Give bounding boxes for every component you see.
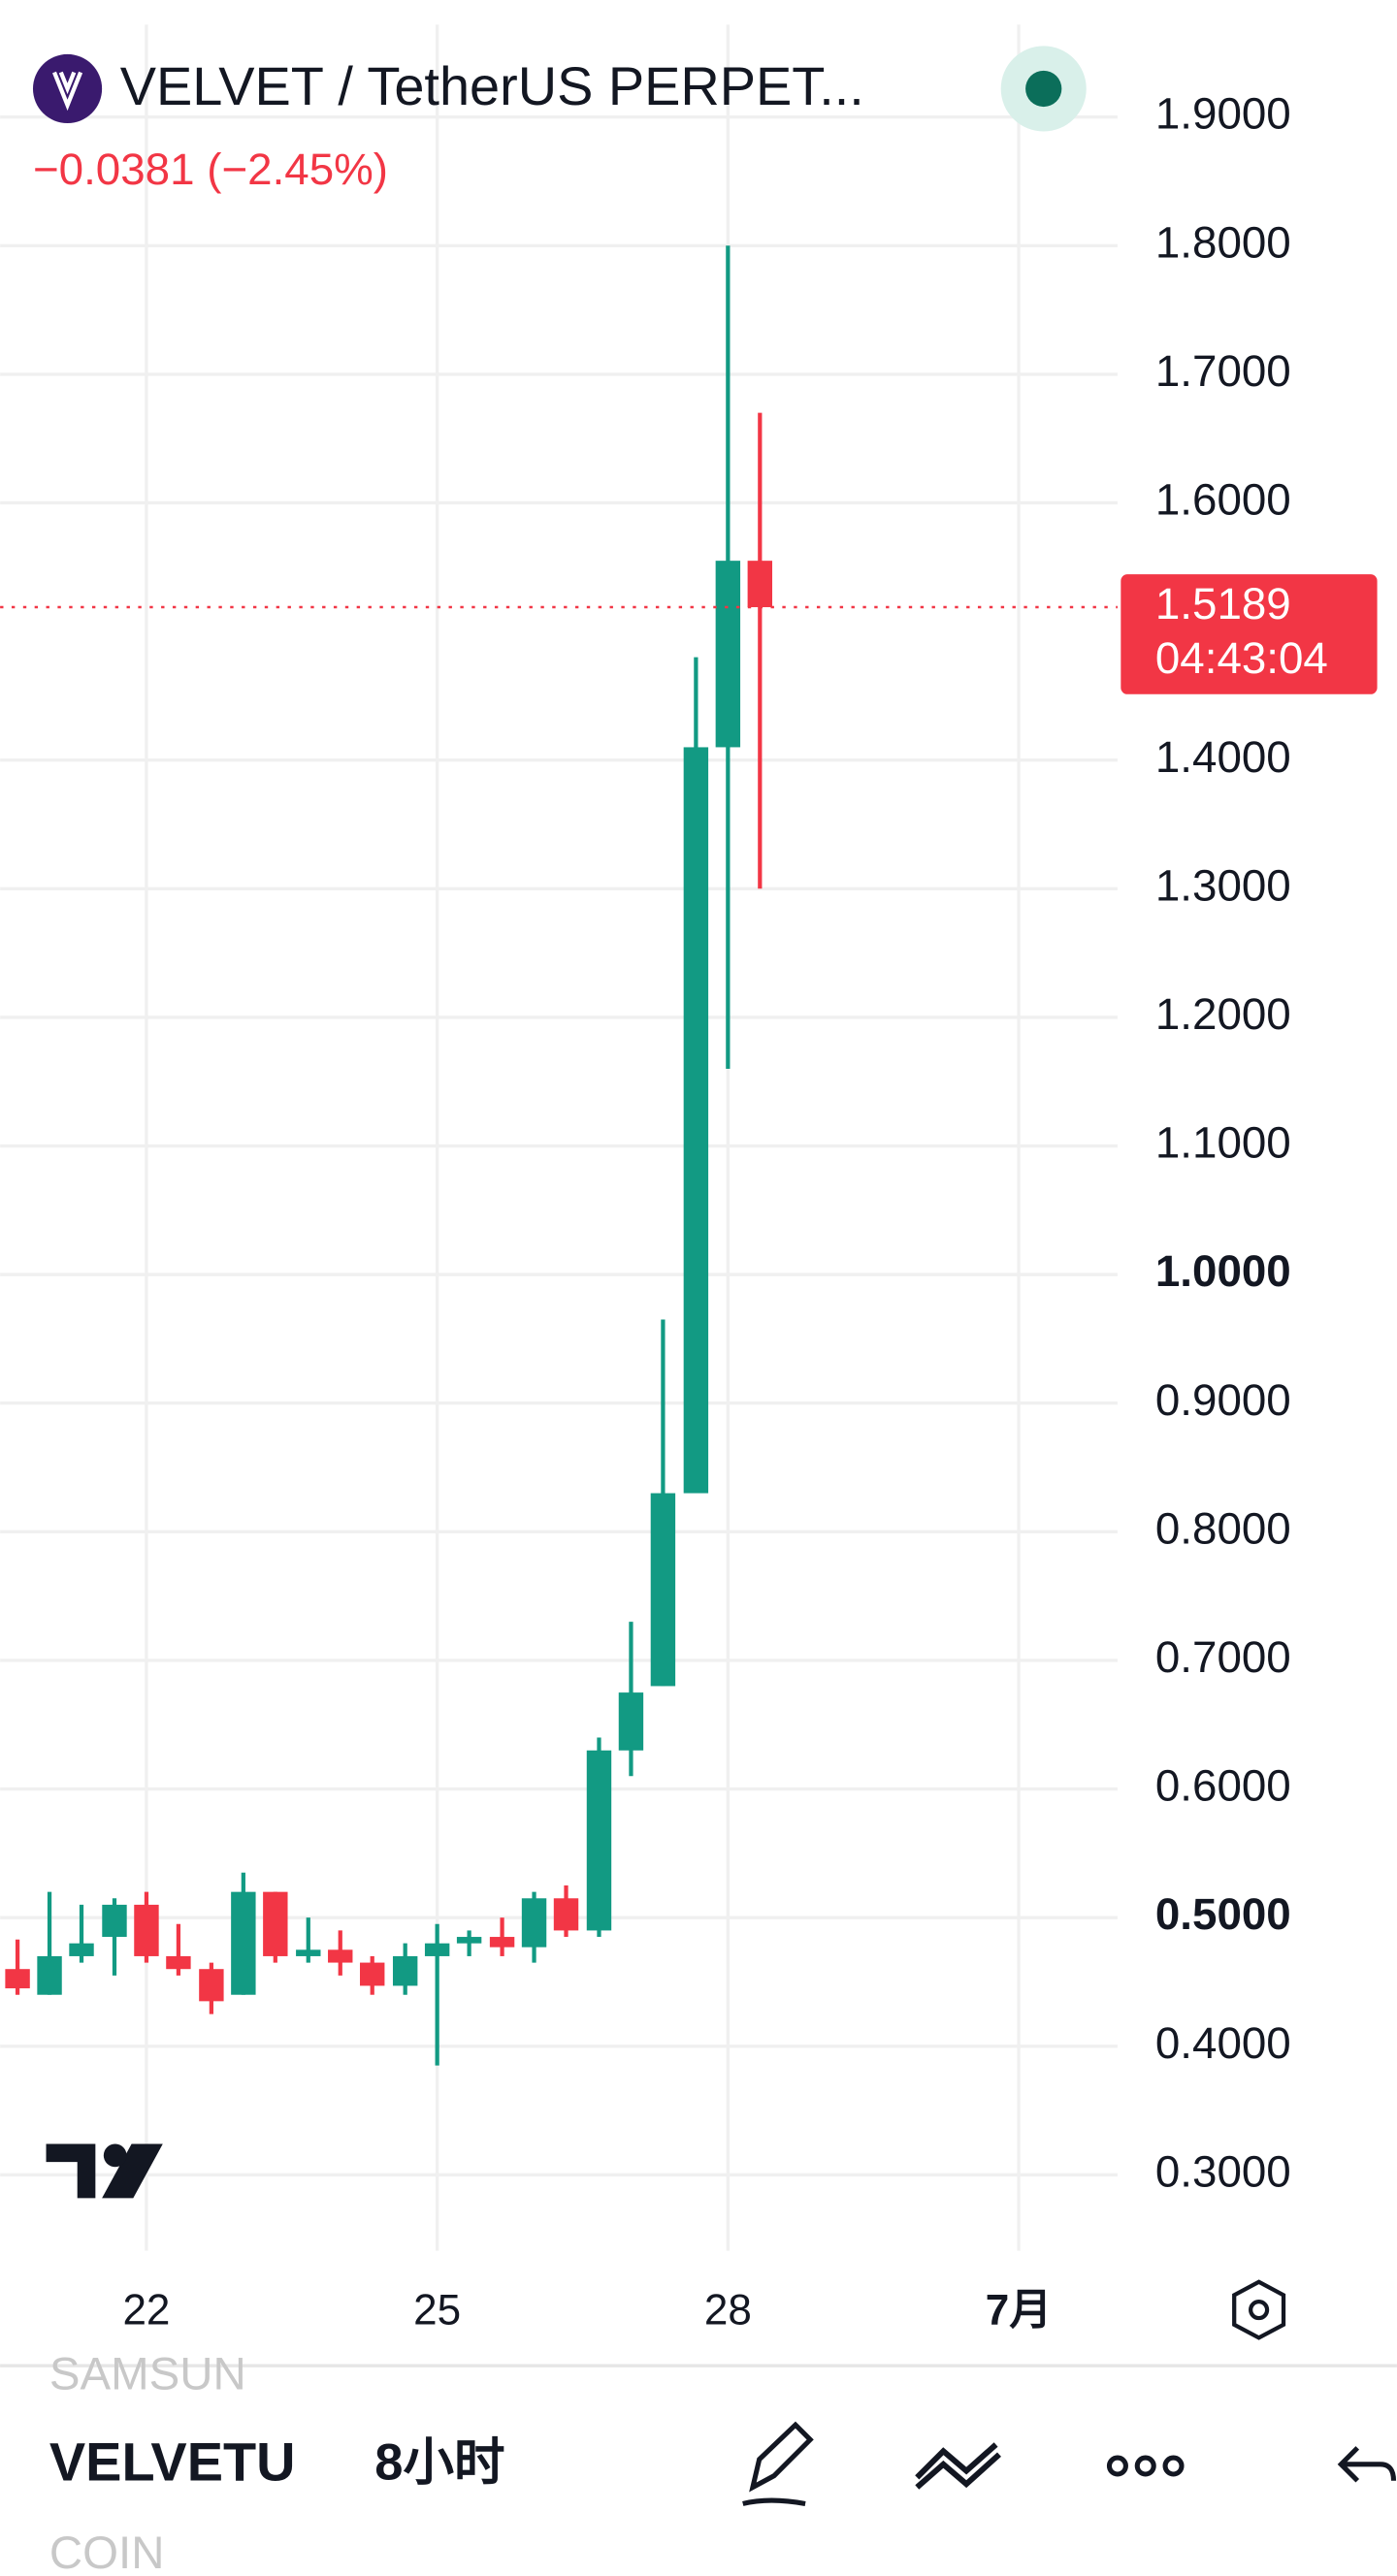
candle-body bbox=[618, 1692, 644, 1751]
candle-body bbox=[586, 1750, 612, 1931]
plot: 22 25 28 7月 1.9000 1.8000 1.7000 1.6000 1.4000 1.… bbox=[0, 24, 1378, 2334]
candle-body bbox=[683, 747, 709, 1494]
candle-body bbox=[5, 1969, 30, 1989]
candle-body bbox=[231, 1891, 256, 1995]
y-tick-label: 0.5000 bbox=[1155, 1889, 1291, 1939]
candle-body bbox=[328, 1949, 353, 1963]
y-tick-label: 0.9000 bbox=[1155, 1375, 1291, 1425]
candle-body bbox=[424, 1943, 450, 1956]
candle-body bbox=[360, 1962, 385, 1986]
candle-body bbox=[553, 1898, 579, 1931]
y-tick-label: 0.4000 bbox=[1155, 2018, 1291, 2068]
next-symbol[interactable]: COIN bbox=[49, 2528, 165, 2576]
y-tick-label: 1.6000 bbox=[1155, 475, 1291, 525]
line-tool-icon[interactable] bbox=[915, 2442, 1001, 2490]
more-icon[interactable] bbox=[1106, 2455, 1185, 2477]
candle-body bbox=[102, 1904, 127, 1938]
x-tick-label: 28 bbox=[704, 2287, 752, 2334]
last-price-box bbox=[1121, 574, 1378, 694]
dot bbox=[1134, 2455, 1156, 2477]
logo-mark bbox=[52, 71, 83, 112]
countdown-label: 04:43:04 bbox=[1155, 633, 1328, 683]
y-tick-label: 1.9000 bbox=[1155, 89, 1291, 139]
candle-body bbox=[650, 1493, 676, 1687]
y-tick-label: 0.6000 bbox=[1155, 1761, 1291, 1811]
tv-logo[interactable] bbox=[46, 2143, 163, 2199]
x-tick-label: 22 bbox=[122, 2287, 170, 2334]
y-tick-label: 1.8000 bbox=[1155, 217, 1291, 267]
tv-logo-dot bbox=[103, 2143, 127, 2168]
candle-body bbox=[715, 561, 741, 748]
toolbar-interval[interactable]: 8小时 bbox=[374, 2433, 504, 2491]
candle-body bbox=[456, 1937, 482, 1944]
candle-body bbox=[37, 1955, 62, 1995]
y-tick-label: 1.1000 bbox=[1155, 1118, 1291, 1168]
y-tick-label: 0.8000 bbox=[1155, 1503, 1291, 1553]
draw-icon[interactable] bbox=[742, 2421, 814, 2506]
price-change: −0.0381 (−2.45%) bbox=[33, 145, 388, 194]
candle-body bbox=[263, 1891, 288, 1956]
candle-body bbox=[489, 1937, 515, 1948]
prev-symbol[interactable]: SAMSUN bbox=[49, 2349, 246, 2400]
x-tick-label: 25 bbox=[413, 2287, 461, 2334]
candle-body bbox=[392, 1955, 418, 1986]
toolbar-symbol[interactable]: VELVETU bbox=[49, 2431, 296, 2492]
last-price-label: 1.5189 bbox=[1155, 579, 1291, 628]
y-tick-label: 0.3000 bbox=[1155, 2146, 1291, 2196]
undo-icon[interactable] bbox=[1337, 2446, 1397, 2483]
candle-body bbox=[134, 1904, 159, 1956]
candle-body bbox=[747, 561, 773, 608]
y-tick-label: 1.7000 bbox=[1155, 346, 1291, 396]
candle-body bbox=[296, 1949, 321, 1956]
y-tick-label: 0.7000 bbox=[1155, 1632, 1291, 1682]
y-tick-label: 1.0000 bbox=[1155, 1246, 1291, 1296]
candle-body bbox=[69, 1943, 94, 1956]
y-tick-label: 1.3000 bbox=[1155, 860, 1291, 910]
symbol-title[interactable]: VELVET / TetherUS PERPET... bbox=[120, 55, 864, 116]
dot bbox=[1106, 2455, 1128, 2477]
y-tick-label: 1.4000 bbox=[1155, 732, 1291, 782]
settings-icon-center bbox=[1249, 2300, 1270, 2321]
y-tick-label: 1.2000 bbox=[1155, 989, 1291, 1039]
candle-body bbox=[521, 1898, 547, 1948]
dot bbox=[1162, 2455, 1185, 2477]
status-dot bbox=[1025, 70, 1062, 108]
candle-body bbox=[199, 1969, 224, 2002]
x-tick-label: 7月 bbox=[986, 2287, 1053, 2334]
settings-icon[interactable] bbox=[1232, 2279, 1286, 2340]
candle-body bbox=[166, 1955, 191, 1970]
